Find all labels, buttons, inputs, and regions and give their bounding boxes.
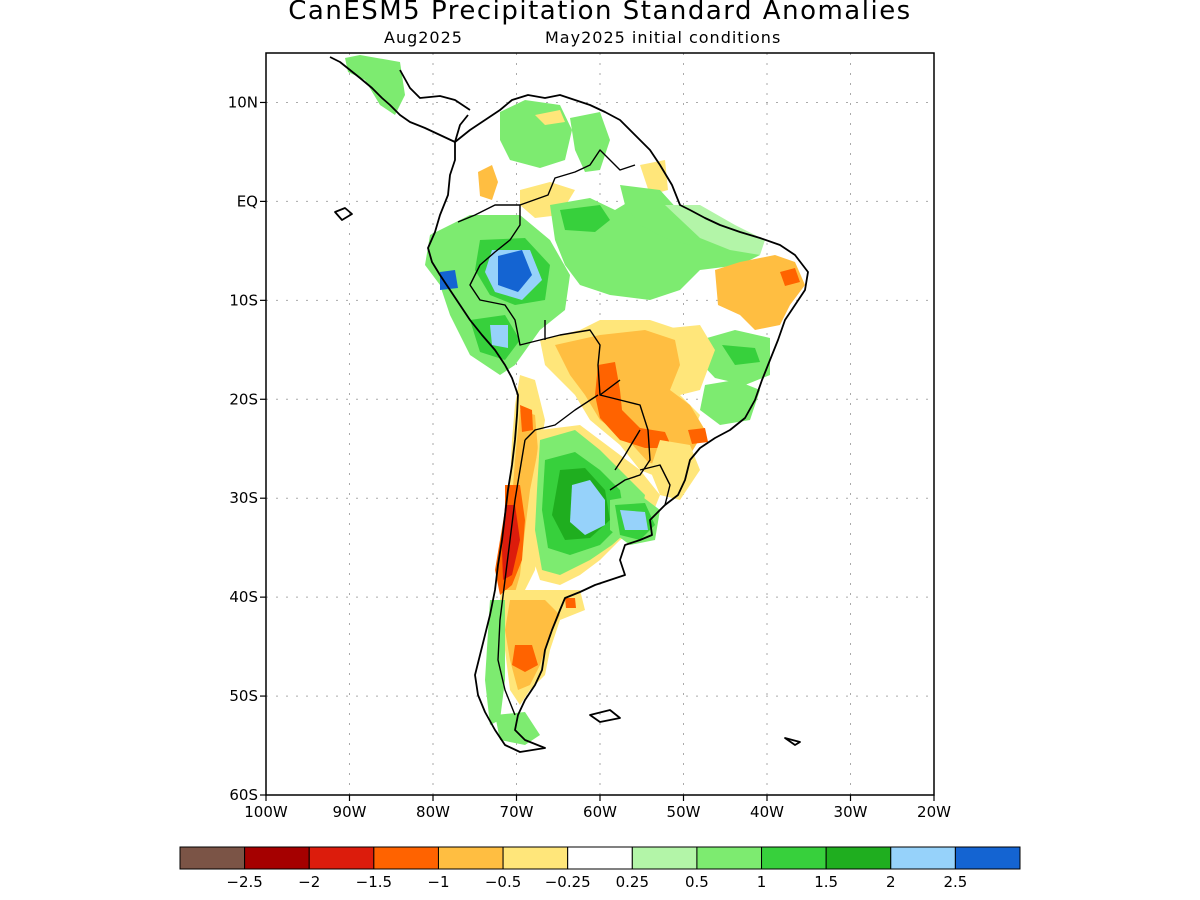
colorbar-swatch [437,846,504,870]
central-america-coastline [329,56,469,143]
colorbar-swatch [373,846,439,870]
colorbar-swatch [567,846,633,870]
colorbar-label: −0.5 [485,873,521,891]
colorbar-swatch [761,846,827,870]
lon-tick-label: 30W [834,803,868,821]
lon-tick-label: 70W [500,803,534,821]
colorbar: −2.5 −2 −1.5 −1 −0.5 −0.25 0.25 0.5 1 1.5 2 2.5 [179,846,1021,891]
colorbar-swatch [954,846,1021,870]
anomaly-green-se-brazil [700,380,760,425]
lat-tick-label: 10N [228,93,258,111]
anomaly-red-northeast [780,268,800,286]
anomaly-lightblue-uruguay [620,510,648,530]
anomaly-lightblue-argentina [570,480,605,535]
lon-tick-label: 100W [244,803,288,821]
colorbar-swatch [502,846,569,870]
subtitle-month: Aug2025 [384,28,463,47]
anomaly-green-coast-northeast [665,205,765,255]
anomaly-red-andes-north [520,405,533,432]
anomaly-orange-colombia [478,165,498,200]
lat-tick-label: 30S [229,489,258,507]
lon-tick-label: 50W [667,803,701,821]
lon-tick-label: 80W [416,803,450,821]
colorbar-swatch [631,846,698,870]
anomaly-green-centralamerica [345,55,405,115]
colorbar-label: 0.5 [685,873,709,891]
colorbar-label: −0.25 [545,873,591,891]
anomaly-darkgreen-central [560,205,610,232]
anomaly-red-se-coast [688,428,708,444]
galapagos [334,207,353,221]
lat-tick-label: 10S [229,291,258,309]
anomaly-green-venezuela [500,100,572,168]
colorbar-label: 1 [757,873,767,891]
anomaly-green-guiana [570,112,610,172]
lat-tick-label: 40S [229,588,258,606]
colorbar-swatch [890,846,956,870]
falklands [589,709,621,723]
colorbar-label: 0.25 [616,873,649,891]
colorbar-swatch [696,846,763,870]
colorbar-label: −2.5 [226,873,262,891]
anomaly-orange-bolivia [555,330,705,470]
caribbean-coast [399,69,471,111]
anomaly-shading [345,55,805,745]
colorbar-label: 2.5 [943,873,967,891]
lon-tick-label: 20W [917,803,951,821]
anomaly-red-patagonia [512,645,538,672]
anomaly-darkred-chile [502,505,520,580]
lat-tick-label: 50S [229,687,258,705]
anomaly-yellow-caribbean [535,110,565,125]
lon-tick-label: 90W [333,803,367,821]
colorbar-label: −1.5 [356,873,392,891]
anomaly-blue-west-amazon [498,250,532,292]
colorbar-swatch [244,846,310,870]
latitude-ticks: 10N EQ 10S 20S 30S 40S 50S 60S [228,93,266,804]
colorbar-swatch [308,846,375,870]
colorbar-label: 2 [886,873,896,891]
lat-tick-label: EQ [237,192,258,210]
anomaly-lightblue-peru [490,325,508,348]
lat-tick-label: 60S [229,786,258,804]
anomaly-red-patagonia-coast [565,598,576,608]
anomaly-yellow-se-coast [650,440,700,500]
colorbar-swatch [825,846,892,870]
anomaly-blue-peru [440,270,458,290]
colorbar-label: −1 [427,873,449,891]
south-america-coastline [427,94,809,753]
anomaly-green-east-amazon [620,185,700,245]
subtitle-initial-conditions: May2025 initial conditions [545,28,782,47]
south-georgia [784,737,801,746]
anomaly-green-tierra [495,712,540,745]
lat-tick-label: 20S [229,390,258,408]
anomaly-yellow-guiana-east [640,160,668,195]
lon-tick-label: 60W [583,803,617,821]
anomaly-darkgreen-central-brazil [722,345,760,365]
colorbar-label: 1.5 [814,873,838,891]
colorbar-label: −2 [298,873,320,891]
country-borders [457,149,671,716]
longitude-ticks: 100W 90W 80W 70W 60W 50W 40W 30W 20W [244,795,951,821]
map-title: CanESM5 Precipitation Standard Anomalies [288,0,912,26]
lon-tick-label: 40W [750,803,784,821]
colorbar-swatch [179,846,246,870]
coastlines [329,56,809,753]
